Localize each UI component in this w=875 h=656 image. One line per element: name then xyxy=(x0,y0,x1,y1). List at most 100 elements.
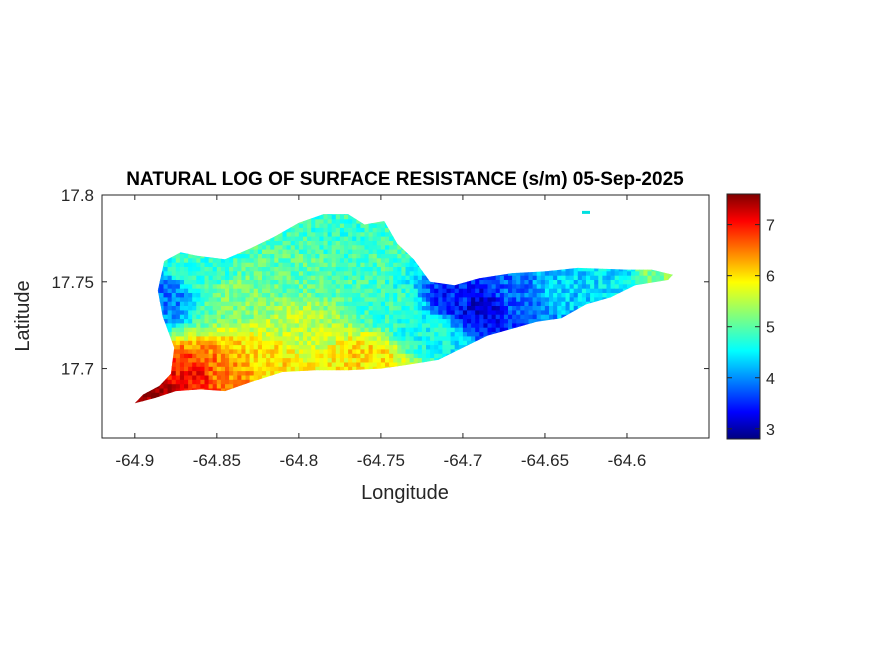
heatmap-cell xyxy=(487,292,493,298)
heatmap-cell xyxy=(458,288,464,293)
heatmap-cell xyxy=(348,236,353,241)
heatmap-cell xyxy=(200,370,206,376)
heatmap-cell xyxy=(339,279,345,285)
heatmap-cell xyxy=(257,266,263,272)
heatmap-cell xyxy=(208,275,214,280)
heatmap-cell xyxy=(274,279,279,285)
heatmap-cell xyxy=(171,383,177,389)
heatmap-cell xyxy=(204,374,210,380)
heatmap-cell xyxy=(426,301,431,306)
heatmap-cell xyxy=(249,335,255,341)
heatmap-cell xyxy=(270,292,275,298)
heatmap-cell xyxy=(196,275,201,280)
heatmap-cell xyxy=(331,318,337,324)
heatmap-cell xyxy=(290,253,296,259)
heatmap-cell xyxy=(220,344,226,350)
heatmap-cell xyxy=(220,266,226,272)
heatmap-cell xyxy=(266,344,271,350)
heatmap-cell xyxy=(409,257,415,263)
heatmap-cell xyxy=(307,275,312,280)
heatmap-cell xyxy=(335,309,341,315)
heatmap-cell xyxy=(339,322,345,328)
heatmap-cell xyxy=(327,288,333,293)
heatmap-cell xyxy=(475,288,480,293)
heatmap-cell xyxy=(286,309,292,315)
heatmap-cell xyxy=(364,288,370,293)
heatmap-cell xyxy=(278,314,284,320)
heatmap-cell xyxy=(344,366,349,372)
heatmap-cell xyxy=(262,314,267,320)
heatmap-cell xyxy=(360,236,366,241)
heatmap-cell xyxy=(372,236,378,241)
heatmap-cell xyxy=(216,331,222,337)
heatmap-cell xyxy=(298,266,304,272)
heatmap-cell xyxy=(405,266,411,272)
heatmap-cell xyxy=(233,379,238,385)
heatmap-cell xyxy=(364,357,370,363)
heatmap-cell xyxy=(311,340,316,346)
heatmap-cell xyxy=(508,322,513,328)
heatmap-cell xyxy=(315,223,320,228)
heatmap-cell xyxy=(253,309,259,315)
heatmap-cell xyxy=(372,292,378,298)
heatmap-cell xyxy=(245,266,251,272)
heatmap-cell xyxy=(446,318,452,324)
heatmap-cell xyxy=(380,309,386,315)
heatmap-cell xyxy=(356,348,361,354)
heatmap-cell xyxy=(397,262,402,267)
heatmap-cell xyxy=(200,296,206,302)
heatmap-cell xyxy=(508,318,513,324)
heatmap-cell xyxy=(266,249,271,254)
heatmap-cell xyxy=(389,296,394,302)
heatmap-cell xyxy=(413,357,419,363)
heatmap-cell xyxy=(225,340,230,346)
heatmap-cell xyxy=(512,322,517,328)
heatmap-cell xyxy=(212,270,218,276)
heatmap-cell xyxy=(454,327,460,333)
heatmap-cell xyxy=(307,227,312,233)
heatmap-cell xyxy=(339,353,345,359)
heatmap-cell xyxy=(397,322,402,328)
heatmap-cell xyxy=(266,370,271,376)
heatmap-cell xyxy=(360,270,366,276)
heatmap-cell xyxy=(352,292,357,298)
heatmap-cell xyxy=(380,322,386,328)
heatmap-cell xyxy=(372,296,378,302)
heatmap-cell xyxy=(229,327,234,333)
heatmap-cell xyxy=(171,361,177,367)
heatmap-cell xyxy=(294,223,300,228)
heatmap-cell xyxy=(368,253,374,259)
heatmap-cell xyxy=(196,301,201,306)
heatmap-cell xyxy=(237,357,242,363)
heatmap-cell xyxy=(356,305,361,311)
heatmap-cell xyxy=(134,401,140,404)
heatmap-cell xyxy=(401,270,407,276)
heatmap-cell xyxy=(434,301,439,306)
heatmap-cell xyxy=(360,249,366,254)
heatmap-cell xyxy=(257,296,263,302)
heatmap-cell xyxy=(175,335,181,341)
heatmap-cell xyxy=(315,227,320,233)
heatmap-cell xyxy=(220,305,226,311)
heatmap-cell xyxy=(331,327,337,333)
heatmap-cell xyxy=(430,314,435,320)
heatmap-cell xyxy=(512,296,517,302)
heatmap-cell xyxy=(282,296,288,302)
heatmap-cell xyxy=(225,366,230,372)
heatmap-cell xyxy=(360,348,366,354)
heatmap-cell xyxy=(249,327,255,333)
heatmap-cell xyxy=(389,309,394,315)
heatmap-cell xyxy=(409,283,415,289)
heatmap-cell xyxy=(499,318,505,324)
heatmap-cell xyxy=(356,262,361,267)
heatmap-cell xyxy=(278,344,284,350)
heatmap-cell xyxy=(331,244,337,250)
heatmap-cell xyxy=(245,262,251,267)
heatmap-cell xyxy=(303,257,308,263)
heatmap-cell xyxy=(298,348,304,354)
heatmap-cell xyxy=(307,288,312,293)
heatmap-cell xyxy=(225,262,230,267)
heatmap-cell xyxy=(376,249,382,254)
heatmap-cell xyxy=(171,331,177,337)
heatmap-cell xyxy=(315,353,320,359)
